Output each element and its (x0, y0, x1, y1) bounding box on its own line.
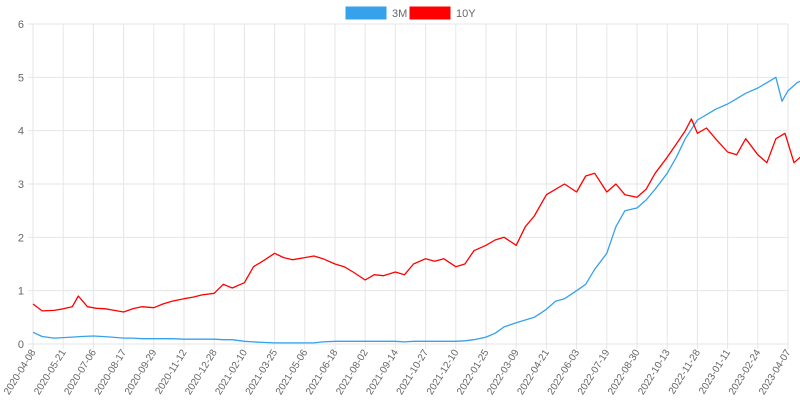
y-tick-label: 0 (18, 339, 24, 351)
legend-label-3m[interactable]: 3M (392, 8, 407, 20)
legend-swatch-3m[interactable] (345, 6, 387, 20)
y-tick-label: 4 (18, 126, 24, 138)
legend-label-10y[interactable]: 10Y (456, 8, 476, 20)
series (32, 76, 800, 344)
y-tick-label: 3 (18, 179, 24, 191)
series-line-10y (32, 118, 800, 313)
y-tick-label: 1 (18, 286, 24, 298)
legend: 3M 10Y (345, 6, 476, 20)
grid (28, 23, 789, 349)
series-line-3m (32, 76, 800, 344)
x-axis-ticks: 2020-04-082020-05-212020-07-062020-08-17… (2, 347, 794, 397)
y-tick-label: 6 (18, 19, 24, 31)
y-tick-label: 2 (18, 232, 24, 244)
y-axis-ticks: 0 1 2 3 4 5 6 (18, 19, 24, 351)
x-tick-label: 2023-04-07 (757, 347, 794, 397)
y-tick-label: 5 (18, 72, 24, 84)
legend-swatch-10y[interactable] (409, 6, 451, 20)
